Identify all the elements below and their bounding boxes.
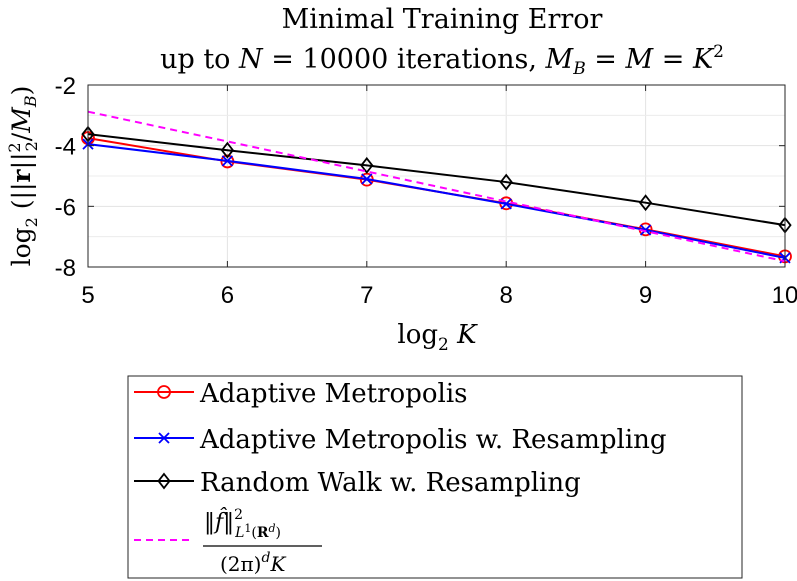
x-axis-label: log2 K <box>397 320 478 355</box>
x-tick-label: 9 <box>639 282 652 309</box>
data-point <box>221 155 234 167</box>
data-point <box>499 173 513 191</box>
ticks: 5 6 7 8 9 10 -2 -4 -6 -8 <box>55 73 797 309</box>
y-tick-label: -4 <box>55 134 76 161</box>
x-tick-label: 7 <box>360 282 373 309</box>
data-point <box>638 194 653 212</box>
series-3 <box>87 110 786 263</box>
legend-box <box>127 375 743 579</box>
series-line <box>87 110 786 263</box>
series-layer <box>81 110 792 264</box>
y-tick-label: -6 <box>55 194 76 221</box>
y-axis-label: log2 (||r||22/MB) <box>5 86 41 267</box>
data-point <box>361 173 373 185</box>
x-tick-label: 8 <box>500 282 513 309</box>
plot-frame <box>87 84 786 268</box>
svg-text:log2 (||r||22/MB): log2 (||r||22/MB) <box>5 86 41 267</box>
legend-label-adaptive-metropolis: Adaptive Metropolis <box>199 379 467 409</box>
legend-label-random-walk: Random Walk w. Resampling <box>200 468 581 498</box>
series-line <box>87 133 786 227</box>
legend-label-adaptive-metropolis-resampling: Adaptive Metropolis w. Resampling <box>199 425 667 455</box>
chart-title-line1: Minimal Training Error <box>282 4 603 35</box>
series-line <box>87 143 786 259</box>
chart-title-line2: up to N = 10000 iterations, MB = M = K2 <box>160 42 724 79</box>
x-tick-label: 5 <box>81 282 94 309</box>
data-point <box>220 141 235 159</box>
data-point <box>639 224 652 236</box>
legend-marker-x <box>158 432 170 444</box>
legend-marker-diamond <box>157 472 171 490</box>
legend-entry-adaptive-metropolis-resampling: Adaptive Metropolis w. Resampling <box>134 425 667 455</box>
x-tick-label: 10 <box>772 282 797 309</box>
legend-entry-random-walk: Random Walk w. Resampling <box>134 468 581 498</box>
y-tick-label: -2 <box>55 73 76 100</box>
legend-entry-theoretical-bound: ‖f̂‖2 L1(Rd) (2π)dK <box>134 507 322 576</box>
legend-bound-denominator: (2π)dK <box>220 550 286 576</box>
legend-marker-circle <box>157 385 171 399</box>
legend: Adaptive Metropolis Adaptive Metropolis … <box>127 375 743 579</box>
legend-entry-adaptive-metropolis: Adaptive Metropolis <box>134 379 467 409</box>
x-tick-label: 6 <box>221 282 234 309</box>
y-tick-label: -8 <box>55 255 76 282</box>
data-point <box>360 156 374 174</box>
